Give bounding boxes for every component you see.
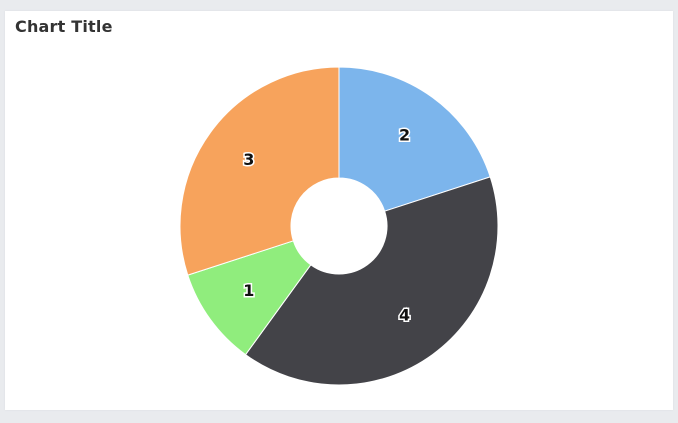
pie-slice-4[interactable] xyxy=(244,176,499,386)
chart-panel: Chart Title 2 4 1 3 xyxy=(5,11,673,410)
donut-chart: 2 4 1 3 xyxy=(179,66,499,386)
pie-slice-3[interactable] xyxy=(179,66,340,276)
slice-data-label: 3 xyxy=(243,150,254,169)
slice-data-label: 4 xyxy=(399,306,410,325)
pie-slice-2[interactable] xyxy=(338,66,491,212)
slice-data-label: 1 xyxy=(243,281,254,300)
chart-title: Chart Title xyxy=(15,17,113,36)
slice-data-label: 2 xyxy=(399,125,410,144)
